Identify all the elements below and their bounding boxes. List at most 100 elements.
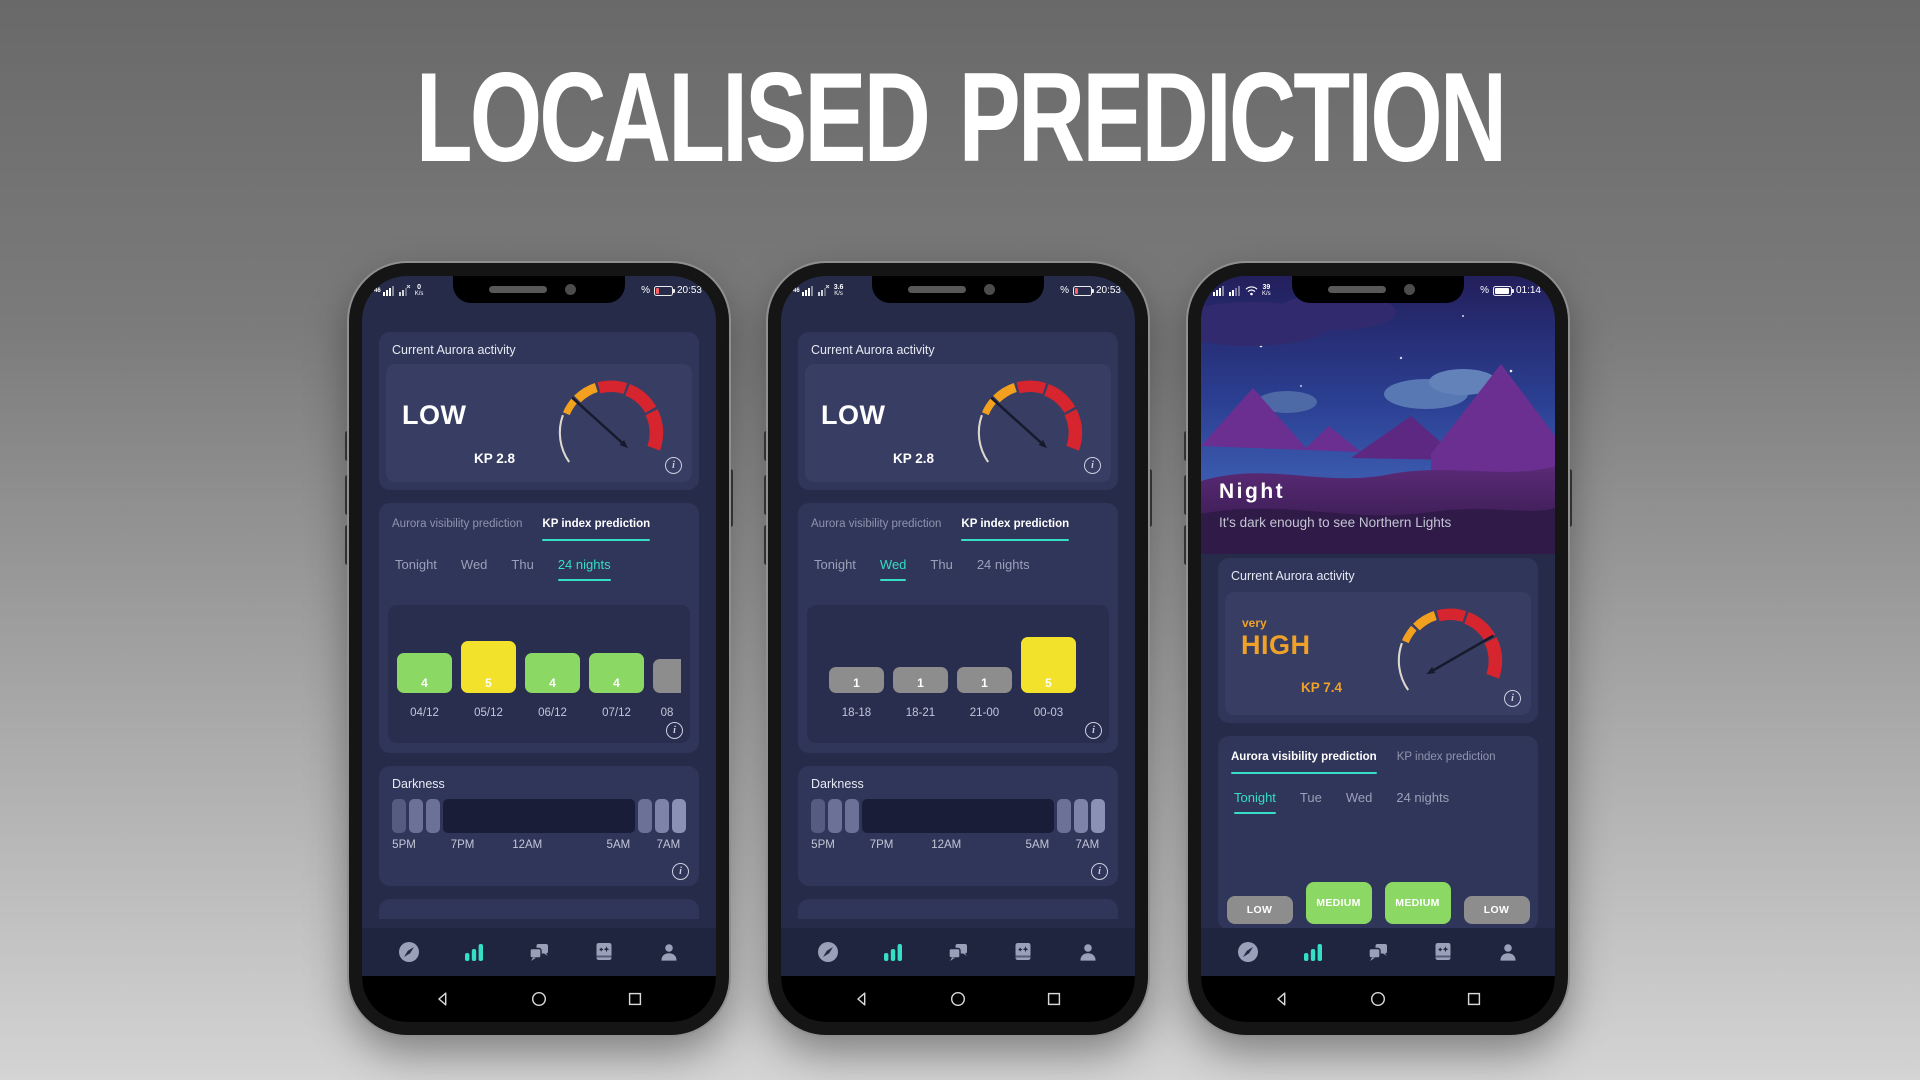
info-icon[interactable]	[1504, 690, 1521, 707]
next-card-edge	[798, 899, 1118, 919]
daytab-wed[interactable]: Wed	[460, 557, 488, 572]
volume-button	[1184, 475, 1189, 515]
signal-icon	[801, 286, 813, 296]
daytab-thu[interactable]: Thu	[511, 557, 534, 572]
volume-button	[764, 525, 769, 565]
kp-bar: 1	[957, 667, 1012, 693]
info-icon[interactable]	[672, 863, 689, 880]
daytab-thu[interactable]: Thu	[930, 557, 953, 572]
compass-icon[interactable]	[394, 937, 424, 967]
bottom-nav	[362, 928, 716, 976]
tab-kp-index[interactable]: KP index prediction	[1396, 751, 1496, 763]
kp-gauge	[977, 380, 1083, 463]
info-icon[interactable]	[665, 457, 682, 474]
compass-icon[interactable]	[813, 937, 843, 967]
prediction-tabs: Aurora visibility prediction KP index pr…	[379, 503, 699, 541]
signal-off-icon	[817, 285, 830, 296]
stats-bars-icon[interactable]	[1298, 937, 1328, 967]
daytab-tonight[interactable]: Tonight	[1234, 790, 1276, 814]
recents-button[interactable]	[1043, 988, 1065, 1010]
kp-gauge	[558, 380, 664, 463]
network-type-badge: 46	[793, 287, 800, 294]
chat-icon[interactable]	[1363, 937, 1393, 967]
speaker-grille	[489, 286, 547, 293]
chat-icon[interactable]	[524, 937, 554, 967]
tab-aurora-visibility[interactable]: Aurora visibility prediction	[392, 518, 523, 530]
android-nav	[781, 976, 1135, 1022]
kp-value: KP 2.8	[474, 451, 516, 466]
daytab-tonight[interactable]: Tonight	[814, 557, 856, 572]
daytab-wed[interactable]: Wed	[1345, 790, 1373, 805]
kp-bar: 5	[1021, 637, 1076, 693]
battery-percent: %	[1060, 285, 1069, 296]
battery-percent: %	[641, 285, 650, 296]
signal-icon	[1213, 286, 1224, 296]
stats-bars-icon[interactable]	[459, 937, 489, 967]
status-bar: 39 K/s % 01:14	[1201, 276, 1555, 302]
info-icon[interactable]	[666, 722, 683, 739]
tab-kp-index[interactable]: KP index prediction	[961, 518, 1069, 541]
prediction-tabs: Aurora visibility prediction KP index pr…	[1218, 736, 1538, 774]
tab-kp-index[interactable]: KP index prediction	[542, 518, 650, 541]
recents-button[interactable]	[1463, 988, 1485, 1010]
profile-icon[interactable]	[1493, 937, 1523, 967]
profile-icon[interactable]	[1073, 937, 1103, 967]
darkness-bar	[811, 799, 1105, 833]
kp-value: KP 7.4	[1301, 680, 1343, 695]
current-activity-card: Current Aurora activity very HIGH	[1218, 558, 1538, 723]
kp-bar: 4	[525, 653, 580, 693]
clock: 01:14	[1515, 285, 1541, 296]
profile-icon[interactable]	[654, 937, 684, 967]
wifi-icon	[1245, 286, 1258, 296]
tab-aurora-visibility[interactable]: Aurora visibility prediction	[811, 518, 942, 530]
battery-icon	[1492, 285, 1514, 296]
power-button	[728, 469, 733, 527]
visibility-badges: LOW MEDIUM MEDIUM LOW	[1218, 882, 1538, 924]
daytab-24nights[interactable]: 24 nights	[976, 557, 1030, 572]
daytab-24nights[interactable]: 24 nights	[558, 557, 611, 581]
info-icon[interactable]	[1084, 457, 1101, 474]
compass-icon[interactable]	[1233, 937, 1263, 967]
guidebook-icon[interactable]	[1008, 937, 1038, 967]
volume-button	[345, 431, 350, 461]
activity-level: LOW	[402, 400, 467, 430]
back-button[interactable]	[1271, 988, 1293, 1010]
darkness-times: 5PM 7PM 12AM 5AM 7AM	[392, 839, 681, 851]
activity-level: HIGH	[1241, 630, 1311, 660]
daytab-tonight[interactable]: Tonight	[395, 557, 437, 572]
kp-bars-panel: 4 5 4 4 04/12 05/12 06/12 07/12	[388, 605, 690, 743]
visibility-badge: MEDIUM	[1384, 882, 1451, 924]
power-button	[1147, 469, 1152, 527]
guidebook-icon[interactable]	[589, 937, 619, 967]
card-title: Current Aurora activity	[1231, 569, 1355, 583]
daytab-tue[interactable]: Tue	[1299, 790, 1322, 805]
home-button[interactable]	[947, 988, 969, 1010]
stats-bars-icon[interactable]	[878, 937, 908, 967]
home-button[interactable]	[528, 988, 550, 1010]
recents-button[interactable]	[624, 988, 646, 1010]
info-icon[interactable]	[1091, 863, 1108, 880]
clock: 20:53	[676, 285, 702, 296]
chat-icon[interactable]	[943, 937, 973, 967]
kp-bar: 4	[397, 653, 452, 693]
back-button[interactable]	[432, 988, 454, 1010]
current-activity-card: Current Aurora activity LOW	[379, 332, 699, 490]
daytab-wed[interactable]: Wed	[880, 557, 907, 581]
daytab-24nights[interactable]: 24 nights	[1396, 790, 1450, 805]
info-icon[interactable]	[1085, 722, 1102, 739]
night-scene-illustration: Night It's dark enough to see Northern L…	[1201, 276, 1555, 554]
scene-heading: Night	[1219, 480, 1286, 503]
phone-mockup-2: 46 3.6 K/s % 20:53	[764, 263, 1152, 1035]
signal-icon	[1229, 286, 1240, 296]
android-nav	[1201, 976, 1555, 1022]
back-button[interactable]	[851, 988, 873, 1010]
tab-aurora-visibility[interactable]: Aurora visibility prediction	[1231, 751, 1377, 774]
volume-button	[1184, 431, 1189, 461]
kp-bar-dates: 18-18 18-21 21-00 00-03	[841, 707, 1064, 719]
clock: 20:53	[1095, 285, 1121, 296]
day-tabs: Tonight Wed Thu 24 nights	[798, 541, 1118, 581]
power-button	[1567, 469, 1572, 527]
home-button[interactable]	[1367, 988, 1389, 1010]
day-tabs: Tonight Tue Wed 24 nights	[1218, 774, 1538, 814]
guidebook-icon[interactable]	[1428, 937, 1458, 967]
